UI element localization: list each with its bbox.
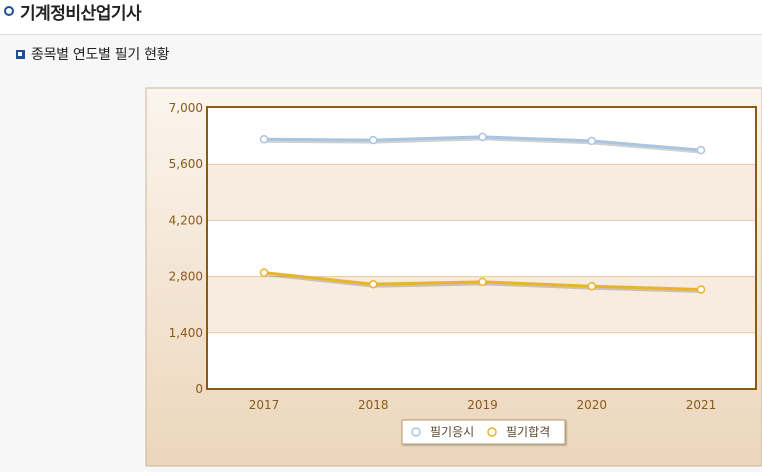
title-divider [0, 34, 762, 35]
y-tick-label: 0 [195, 382, 203, 396]
legend-label: 필기합격 [506, 425, 550, 439]
data-point [259, 268, 269, 277]
y-tick-label: 5,600 [169, 157, 203, 171]
section-title-text: 종목별 연도별 필기 현황 [31, 47, 170, 63]
data-point [478, 277, 487, 287]
legend-box [401, 419, 566, 445]
data-point [369, 135, 378, 145]
plot-background [208, 108, 755, 389]
data-point [587, 281, 596, 291]
y-tick-label: 7,000 [169, 101, 203, 115]
section-title: 종목별 연도별 필기 현황 [16, 45, 170, 63]
data-point [478, 132, 487, 142]
plot-area-border [206, 106, 757, 390]
grid-band [208, 276, 755, 333]
square-bullet-icon [16, 49, 25, 59]
page-title: 기계정비산업기사 [4, 0, 142, 24]
data-point [696, 285, 706, 294]
x-tick-label: 2021 [686, 398, 717, 412]
y-tick-label: 4,200 [169, 213, 203, 227]
data-point [369, 279, 378, 289]
x-tick-label: 2020 [576, 398, 607, 412]
data-point [259, 135, 269, 144]
legend-label: 필기응시 [430, 425, 474, 439]
x-tick-label: 2019 [467, 398, 498, 412]
y-tick-label: 2,800 [169, 270, 203, 284]
grid-band [208, 164, 755, 221]
x-tick-label: 2018 [358, 398, 389, 412]
legend-marker [411, 427, 421, 437]
data-point [587, 136, 596, 146]
chart-legend: 필기응시 필기합격 [401, 419, 566, 445]
y-tick-label: 1,400 [169, 326, 203, 340]
data-point [696, 145, 706, 155]
legend-marker [487, 427, 497, 437]
page-title-text: 기계정비산업기사 [20, 3, 142, 24]
x-tick-label: 2017 [249, 398, 280, 412]
circle-bullet-icon [4, 6, 14, 16]
